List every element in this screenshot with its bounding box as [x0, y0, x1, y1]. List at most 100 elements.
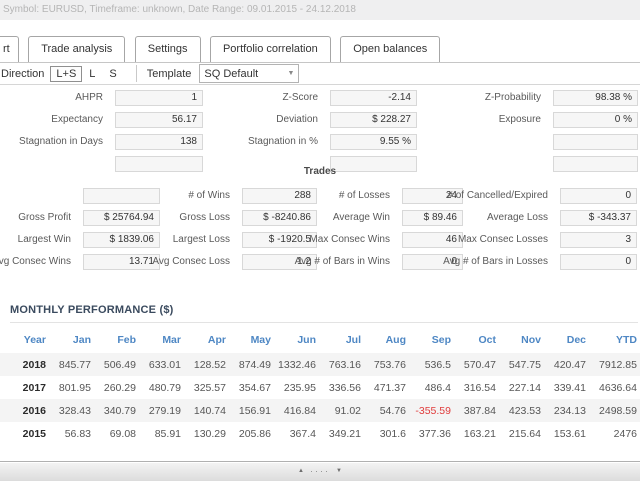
collapse-up-icon: ▲ [298, 468, 304, 474]
value-cell: 153.61 [553, 427, 586, 440]
window-title: Symbol: EURUSD, Timeframe: unknown, Date… [0, 0, 640, 20]
value-cell: 377.36 [418, 427, 451, 440]
value-cell: 536.5 [424, 358, 451, 371]
stats-field: Expectancy 56.17 [51, 112, 203, 128]
trades-value-box: $ 1839.06 [83, 232, 160, 248]
value-cell: 301.6 [379, 427, 406, 440]
value-cell: 801.95 [58, 381, 91, 394]
trades-label: Largest Loss [172, 234, 230, 245]
trades-label: # of Losses [338, 190, 390, 201]
trades-field: Average Win $ 89.46 [333, 210, 463, 226]
stats-field: Z-Probability 98.38 % [485, 90, 638, 106]
toolbar-separator [135, 65, 137, 82]
value-cell: 234.13 [553, 404, 586, 417]
stats-value-box: 1 [115, 90, 203, 106]
table-row: 2015 56.83 69.08 85.91 130.29 205.86 367.4 349.… [0, 422, 640, 445]
tab-portfolio-correlation[interactable]: Portfolio correlation [209, 36, 331, 62]
trades-field: Largest Win $ 1839.06 [18, 232, 160, 248]
stats-value-box [115, 156, 203, 172]
stats-label: Expectancy [51, 114, 103, 125]
value-cell: 69.08 [109, 427, 136, 440]
trades-value-box: $ -1920.5 [242, 232, 317, 248]
value-cell: 420.47 [553, 358, 586, 371]
stats-label: Exposure [498, 114, 541, 125]
table-header-cell: Oct [478, 334, 496, 346]
trades-label: Avg # of Bars in Wins [294, 256, 390, 267]
stats-label: Stagnation in Days [19, 136, 103, 147]
stats-value-box: $ 228.27 [330, 112, 417, 128]
tab-settings[interactable]: Settings [134, 36, 201, 62]
value-cell: 633.01 [148, 358, 181, 371]
tab-strip: rt Trade analysis Settings Portfolio cor… [0, 36, 640, 63]
table-header-cell: YTD [616, 334, 637, 346]
trades-label: Average Win [332, 212, 390, 223]
stats-label: Z-Probability [484, 92, 541, 103]
trades-field: Gross Loss $ -8240.86 [179, 210, 317, 226]
stats-label: Deviation [276, 114, 318, 125]
table-header-cell: Sep [431, 334, 451, 346]
tab-trade-analysis[interactable]: Trade analysis [28, 36, 126, 62]
trades-value-box: 288 [242, 188, 317, 204]
table-header-cell: Jul [345, 334, 361, 346]
stats-value-box: 138 [115, 134, 203, 150]
trades-value-box: 0 [560, 254, 637, 270]
value-cell: 140.74 [193, 404, 226, 417]
stats-field: Stagnation in Days 138 [19, 134, 203, 150]
value-cell: 279.19 [148, 404, 181, 417]
table-header-cell: Dec [566, 334, 586, 346]
stats-label: Z-Score [282, 92, 318, 103]
value-cell: 480.79 [148, 381, 181, 394]
trades-value-box: 0 [402, 254, 463, 270]
section-divider [10, 322, 638, 323]
stats-field: AHPR 1 [75, 90, 203, 106]
table-row: 2016 328.43 340.79 279.19 140.74 156.91 416.84… [0, 399, 640, 422]
value-cell: 506.49 [103, 358, 136, 371]
trades-field: # of Cancelled/Expired 0 [447, 188, 637, 204]
trades-label: # of Wins [188, 190, 230, 201]
table-header-cell: Feb [117, 334, 136, 346]
direction-button-long[interactable]: L [82, 67, 102, 81]
value-cell: 85.91 [154, 427, 181, 440]
value-cell: 874.49 [238, 358, 271, 371]
table-header-cell: Year [23, 334, 46, 346]
stats-field [553, 156, 638, 172]
value-cell: 336.56 [328, 381, 361, 394]
trades-label: Max Consec Wins [309, 234, 390, 245]
direction-button-long-short[interactable]: L+S [50, 65, 83, 82]
trades-value-box: 13.71 [83, 254, 160, 270]
table-header-cell: Nov [521, 334, 541, 346]
table-header-cell: Aug [385, 334, 406, 346]
table-header-cell: Apr [207, 334, 226, 346]
trades-value-box: 1.2 [242, 254, 317, 270]
value-cell: 91.02 [334, 404, 361, 417]
trades-grid: # of Wins 288 # of Losses 24 # of Cancelled/… [0, 188, 637, 270]
value-cell: 328.43 [58, 404, 91, 417]
trades-field: Average Loss $ -343.37 [487, 210, 637, 226]
value-cell: 845.77 [58, 358, 91, 371]
table-header-cell: Jun [297, 334, 316, 346]
value-cell: 130.29 [193, 427, 226, 440]
value-cell: 367.4 [289, 427, 316, 440]
stats-value-box: -2.14 [330, 90, 417, 106]
trades-label: Gross Loss [179, 212, 230, 223]
value-cell: 54.76 [379, 404, 406, 417]
trades-value-box: $ -343.37 [560, 210, 637, 226]
splitter-handle[interactable]: ▲ ···· ▼ [298, 462, 342, 481]
template-dropdown[interactable]: SQ Default ▼ [199, 64, 300, 83]
value-cell: 1332.46 [278, 358, 316, 371]
table-header-cell: Mar [162, 334, 181, 346]
value-cell: -355.59 [415, 404, 451, 417]
value-cell: 316.54 [463, 381, 496, 394]
stats-field: Stagnation in % 9.55 % [248, 134, 417, 150]
value-cell: 4636.64 [599, 381, 637, 394]
trades-value-box: $ -8240.86 [242, 210, 317, 226]
year-cell: 2018 [22, 358, 46, 371]
template-label: Template [146, 67, 192, 80]
tab-open-balances[interactable]: Open balances [340, 36, 441, 62]
direction-button-short[interactable]: S [102, 67, 123, 81]
tab-report[interactable]: rt [0, 36, 19, 62]
value-cell: 547.75 [508, 358, 541, 371]
trades-field: Avg # of Bars in Wins 0 [295, 254, 463, 270]
trades-field: Max Consec Losses 3 [458, 232, 637, 248]
table-header-cell: Jan [72, 334, 91, 346]
